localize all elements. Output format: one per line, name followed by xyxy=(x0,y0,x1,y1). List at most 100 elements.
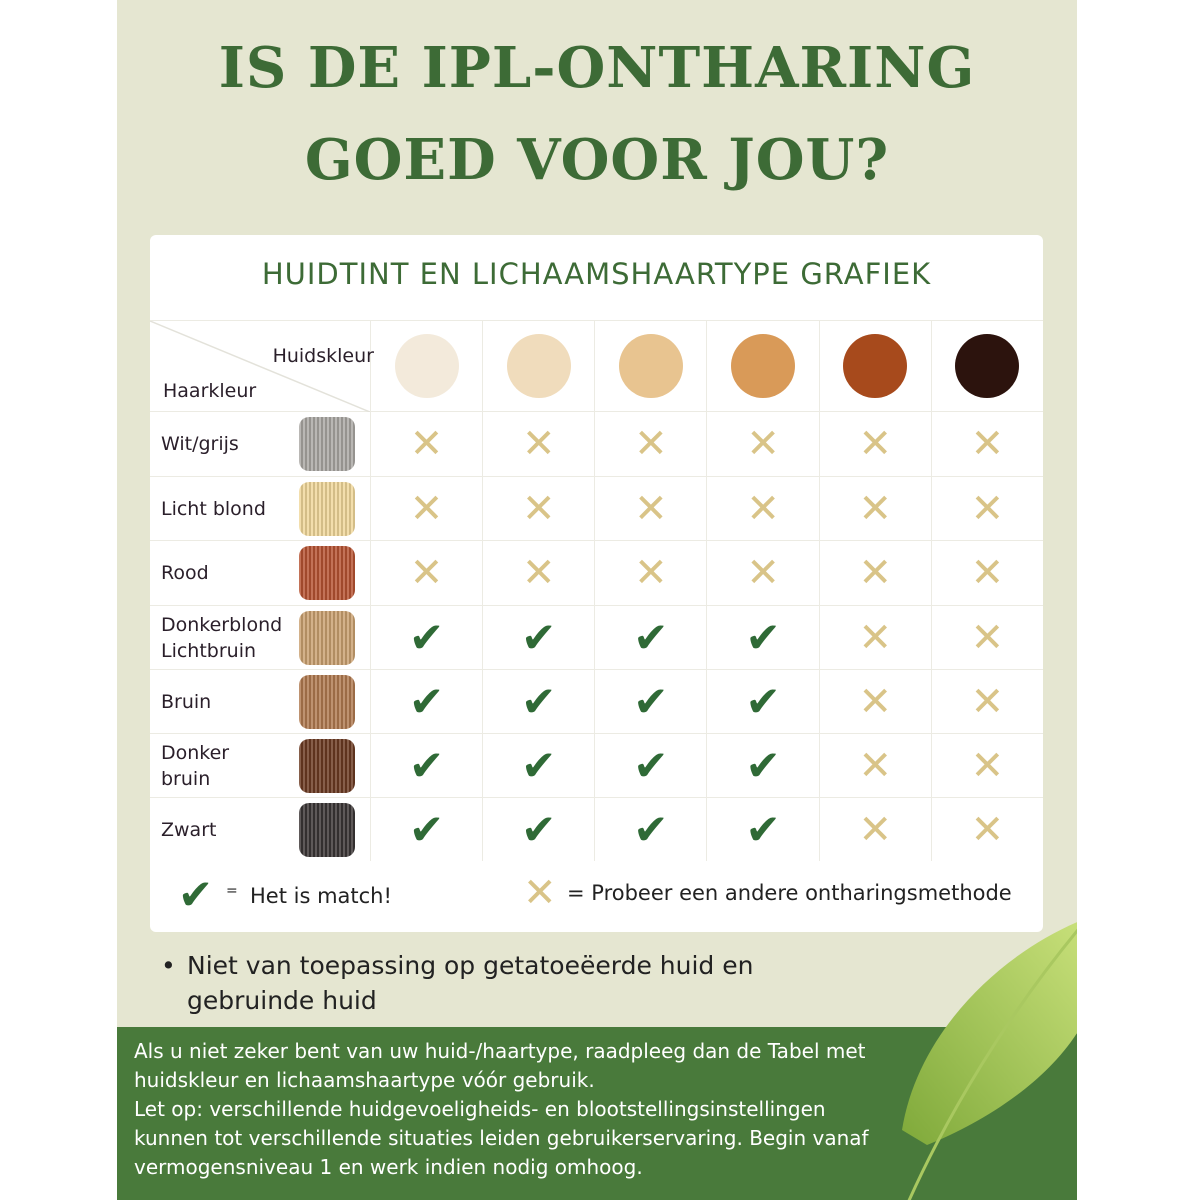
match-cell: ✕ xyxy=(482,541,594,605)
hair-color-label: Wit/grijs xyxy=(150,412,370,476)
match-cell: ✔ xyxy=(594,798,706,861)
match-cell: ✕ xyxy=(706,412,818,476)
match-cell: ✔ xyxy=(482,798,594,861)
match-cell: ✔ xyxy=(706,798,818,861)
corner-cell: Huidskleur Haarkleur xyxy=(150,321,374,412)
match-cell: ✔ xyxy=(594,734,706,797)
skin-axis-label: Huidskleur xyxy=(272,345,374,367)
match-cell: ✕ xyxy=(818,606,931,669)
hair-color-text: Donker bruin xyxy=(161,741,230,790)
hair-color-label: Donker bruin xyxy=(150,734,370,797)
check-icon: ✔ xyxy=(633,805,669,854)
match-cell: ✕ xyxy=(930,670,1043,733)
match-cell: ✕ xyxy=(930,477,1043,540)
check-icon: ✔ xyxy=(408,805,445,854)
title-line-1: IS DE IPL-ONTHARING xyxy=(218,35,976,101)
hair-color-text: Donkerblond Lichtbruin xyxy=(161,613,283,662)
band-text-1: Als u niet zeker bent van uw huid-/haart… xyxy=(134,1039,866,1092)
info-band: Als u niet zeker bent van uw huid-/haart… xyxy=(117,1027,1077,1200)
cross-icon: ✕ xyxy=(858,614,892,661)
hair-color-text: Licht blond xyxy=(161,497,266,520)
legend-equals: = xyxy=(226,883,238,899)
cross-icon: ✕ xyxy=(521,550,556,596)
table-row: Bruin ✔ ✔ ✔ ✔ ✕ ✕ xyxy=(150,669,1043,733)
hair-color-label: Zwart xyxy=(150,798,370,861)
match-cell: ✔ xyxy=(482,606,594,669)
check-icon: ✔ xyxy=(178,870,214,919)
cross-icon: ✕ xyxy=(858,742,892,789)
table-row: Donkerblond Lichtbruin ✔ ✔ ✔ ✔ ✕ ✕ xyxy=(150,605,1043,669)
skin-tone-header-6 xyxy=(930,321,1043,411)
hair-color-text: Wit/grijs xyxy=(161,433,239,455)
cross-icon: ✕ xyxy=(970,550,1005,596)
cross-icon: ✕ xyxy=(746,421,780,467)
check-icon: ✔ xyxy=(745,741,781,790)
match-cell: ✕ xyxy=(369,541,482,605)
infographic: IS DE IPL-ONTHARING GOED VOOR JOU? HUIDT… xyxy=(117,0,1077,1200)
cross-icon: ✕ xyxy=(970,614,1005,661)
hair-swatch xyxy=(298,802,355,857)
band-text-2: Let op: verschillende huidgevoeligheids-… xyxy=(134,1097,869,1179)
skin-tone-header-5 xyxy=(818,321,931,411)
match-cell: ✕ xyxy=(818,670,931,733)
check-icon: ✔ xyxy=(521,805,557,854)
hair-color-label: Bruin xyxy=(150,670,370,733)
match-cell: ✔ xyxy=(369,670,482,733)
hair-color-label: Rood xyxy=(150,541,370,605)
skin-tone-header-2 xyxy=(482,321,594,411)
match-cell: ✕ xyxy=(594,541,706,605)
skin-tone-swatch xyxy=(618,334,683,398)
check-icon: ✔ xyxy=(633,741,669,790)
cross-icon: ✕ xyxy=(970,421,1005,467)
skin-tone-header-1 xyxy=(369,321,482,411)
check-icon: ✔ xyxy=(408,677,445,726)
cross-icon: ✕ xyxy=(858,485,892,532)
skin-tone-header-4 xyxy=(706,321,818,411)
match-cell: ✔ xyxy=(706,734,818,797)
hair-swatch xyxy=(298,674,355,729)
hair-color-label: Donkerblond Lichtbruin xyxy=(150,606,370,669)
table-row: Donker bruin ✔ ✔ ✔ ✔ ✕ ✕ xyxy=(150,733,1043,797)
hair-swatch xyxy=(298,610,355,665)
skin-tone-swatch xyxy=(843,334,908,398)
cross-icon: ✕ xyxy=(970,742,1005,789)
legend-match-text: Het is match! xyxy=(250,884,392,908)
page-title: IS DE IPL-ONTHARING GOED VOOR JOU? xyxy=(117,22,1077,206)
cross-icon: ✕ xyxy=(858,550,892,596)
leaf-image xyxy=(902,922,1077,1200)
cross-icon: ✕ xyxy=(634,550,668,596)
match-cell: ✕ xyxy=(930,412,1043,476)
card-title: HUIDTINT EN LICHAAMSHAARTYPE GRAFIEK xyxy=(261,257,932,291)
header-row: Huidskleur Haarkleur xyxy=(150,320,1043,412)
match-cell: ✕ xyxy=(930,798,1043,861)
diagonal-divider xyxy=(150,321,370,412)
hair-axis-label: Haarkleur xyxy=(163,380,257,402)
cross-icon: ✕ xyxy=(521,421,556,467)
match-cell: ✔ xyxy=(482,670,594,733)
cross-icon: ✕ xyxy=(858,421,892,467)
cross-icon: ✕ xyxy=(634,421,668,467)
cross-icon: ✕ xyxy=(409,550,444,596)
match-cell: ✕ xyxy=(482,412,594,476)
hair-color-label: Licht blond xyxy=(150,477,370,540)
hair-swatch xyxy=(298,481,355,536)
match-cell: ✕ xyxy=(706,541,818,605)
match-cell: ✕ xyxy=(930,734,1043,797)
hair-color-text: Rood xyxy=(161,562,209,584)
match-cell: ✔ xyxy=(482,734,594,797)
skin-tone-swatch xyxy=(394,334,459,398)
skin-tone-swatch xyxy=(731,334,796,398)
skin-tone-swatch xyxy=(506,334,571,398)
check-icon: ✔ xyxy=(521,677,557,726)
hair-swatch xyxy=(298,738,355,793)
legend-nomatch-text: = Probeer een andere ontharingsmethode xyxy=(567,881,1012,905)
match-cell: ✔ xyxy=(594,606,706,669)
cross-icon: ✕ xyxy=(970,806,1005,853)
match-cell: ✕ xyxy=(818,734,931,797)
legend: ✔ = Het is match! ✕ = Probeer een andere… xyxy=(150,862,1043,932)
table-row: Wit/grijs ✕ ✕ ✕ ✕ ✕ ✕ xyxy=(150,411,1043,476)
hair-color-text: Zwart xyxy=(161,818,217,841)
match-cell: ✕ xyxy=(818,798,931,861)
hair-swatch xyxy=(298,546,355,600)
check-icon: ✔ xyxy=(521,741,557,790)
